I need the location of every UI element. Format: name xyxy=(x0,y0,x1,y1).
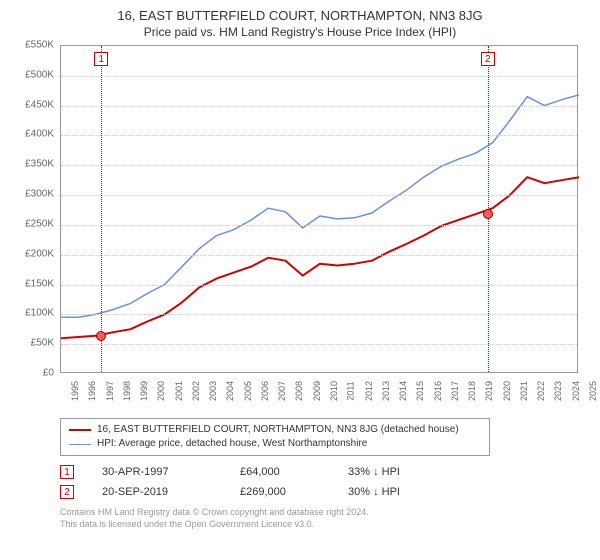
y-tick-label: £50K xyxy=(31,338,54,349)
x-tick-label: 2013 xyxy=(381,381,391,401)
footer-line: Contains HM Land Registry data © Crown c… xyxy=(60,506,588,518)
sale-price: £269,000 xyxy=(240,482,320,502)
gridline xyxy=(61,344,577,345)
x-axis: 1995199619971998199920002001200220032004… xyxy=(60,375,580,389)
y-tick-label: £100K xyxy=(25,308,54,319)
gridline xyxy=(61,165,577,166)
sale-detail-row: 2 20-SEP-2019 £269,000 30% ↓ HPI xyxy=(60,482,588,502)
y-tick-label: £200K xyxy=(25,248,54,259)
gridline xyxy=(61,195,577,196)
legend-row: 16, EAST BUTTERFIELD COURT, NORTHAMPTON,… xyxy=(69,423,481,437)
legend-label: HPI: Average price, detached house, West… xyxy=(97,437,367,451)
sales-table: 1 30-APR-1997 £64,000 33% ↓ HPI 2 20-SEP-2019… xyxy=(60,462,588,502)
y-tick-label: £450K xyxy=(25,99,54,110)
x-tick-label: 2018 xyxy=(467,381,477,401)
x-tick-label: 2024 xyxy=(571,381,581,401)
chart-title: 16, EAST BUTTERFIELD COURT, NORTHAMPTON,… xyxy=(12,8,588,23)
x-tick-label: 2016 xyxy=(433,381,443,401)
gridline xyxy=(61,314,577,315)
x-tick-label: 2006 xyxy=(260,381,270,401)
y-tick-label: £350K xyxy=(25,159,54,170)
x-tick-label: 2007 xyxy=(277,381,287,401)
x-tick-label: 2025 xyxy=(588,381,598,401)
x-tick-label: 1997 xyxy=(105,381,115,401)
plot-area: 12 xyxy=(60,45,578,373)
gridline xyxy=(61,225,577,226)
gridline xyxy=(61,76,577,77)
sale-price: £64,000 xyxy=(240,462,320,482)
x-tick-label: 2003 xyxy=(208,381,218,401)
chart-subtitle: Price paid vs. HM Land Registry's House … xyxy=(12,25,588,39)
sale-dot xyxy=(483,209,493,219)
sale-badge: 1 xyxy=(94,52,108,66)
x-tick-label: 2022 xyxy=(536,381,546,401)
x-tick-label: 2010 xyxy=(329,381,339,401)
x-tick-label: 2021 xyxy=(519,381,529,401)
x-tick-label: 2023 xyxy=(553,381,563,401)
sale-badge: 2 xyxy=(60,485,74,499)
y-tick-label: £250K xyxy=(25,218,54,229)
x-tick-label: 1998 xyxy=(122,381,132,401)
x-tick-label: 2005 xyxy=(243,381,253,401)
y-axis: £0£50K£100K£150K£200K£250K£300K£350K£400… xyxy=(12,45,58,375)
x-tick-label: 2009 xyxy=(312,381,322,401)
x-tick-label: 1999 xyxy=(139,381,149,401)
legend-swatch xyxy=(69,444,91,445)
sale-detail-row: 1 30-APR-1997 £64,000 33% ↓ HPI xyxy=(60,462,588,482)
x-tick-label: 2017 xyxy=(450,381,460,401)
x-tick-label: 2019 xyxy=(484,381,494,401)
x-tick-label: 2008 xyxy=(294,381,304,401)
x-tick-label: 2020 xyxy=(502,381,512,401)
footer-attribution: Contains HM Land Registry data © Crown c… xyxy=(60,506,588,530)
x-tick-label: 2004 xyxy=(225,381,235,401)
legend-label: 16, EAST BUTTERFIELD COURT, NORTHAMPTON,… xyxy=(97,423,459,437)
y-tick-label: £550K xyxy=(25,40,54,51)
x-tick-label: 2014 xyxy=(398,381,408,401)
chart: £0 £50K £100K £150K £200K £250K £300K £350K £400… xyxy=(12,45,588,390)
sale-date: 20-SEP-2019 xyxy=(102,482,212,502)
y-tick-label: £400K xyxy=(25,129,54,140)
gridline xyxy=(61,135,577,136)
legend: 16, EAST BUTTERFIELD COURT, NORTHAMPTON,… xyxy=(60,418,490,456)
x-tick-label: 2001 xyxy=(174,381,184,401)
y-tick-label: £500K xyxy=(25,69,54,80)
y-tick-label: £150K xyxy=(25,278,54,289)
sale-vs-hpi: 30% ↓ HPI xyxy=(348,482,400,502)
sale-badge: 1 xyxy=(60,465,74,479)
x-tick-label: 1996 xyxy=(87,381,97,401)
x-tick-label: 2012 xyxy=(364,381,374,401)
x-tick-label: 1995 xyxy=(70,381,80,401)
gridline xyxy=(61,255,577,256)
gridline xyxy=(61,285,577,286)
sale-dot xyxy=(96,331,106,341)
sale-date: 30-APR-1997 xyxy=(102,462,212,482)
sale-marker-line xyxy=(101,46,102,372)
x-tick-label: 2015 xyxy=(415,381,425,401)
legend-swatch xyxy=(69,429,91,431)
x-tick-label: 2011 xyxy=(346,381,356,400)
footer-line: This data is licensed under the Open Gov… xyxy=(60,518,588,530)
series-lines xyxy=(61,46,579,374)
y-tick-label: £0 xyxy=(43,368,54,379)
sale-badge: 2 xyxy=(481,52,495,66)
x-tick-label: 2002 xyxy=(191,381,201,401)
y-tick-label: £300K xyxy=(25,189,54,200)
gridline xyxy=(61,106,577,107)
x-tick-label: 2000 xyxy=(156,381,166,401)
sale-vs-hpi: 33% ↓ HPI xyxy=(348,462,400,482)
legend-row: HPI: Average price, detached house, West… xyxy=(69,437,481,451)
